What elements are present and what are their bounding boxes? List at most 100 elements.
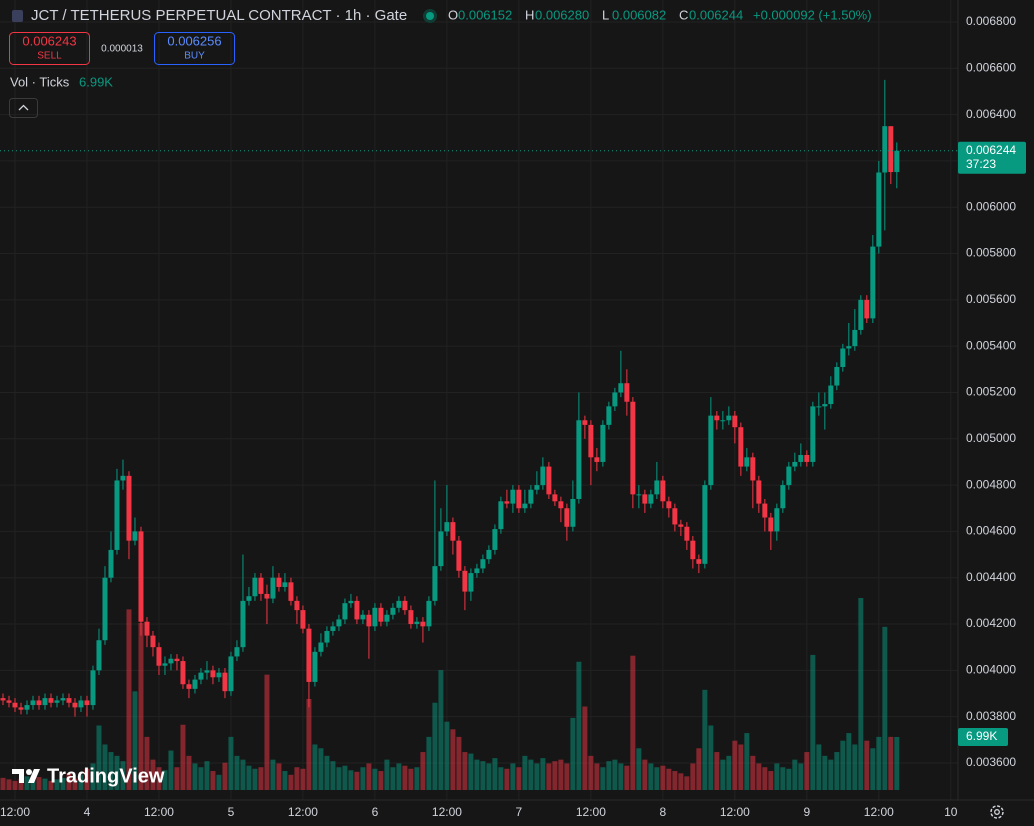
x-tick-label: 7 [516, 805, 523, 819]
volume-bar [828, 759, 834, 790]
volume-bar [90, 763, 96, 790]
candle-body [582, 420, 588, 425]
candle-body [882, 126, 888, 173]
candle-body [762, 503, 768, 518]
candle-body [696, 559, 702, 564]
volume-bar [720, 759, 726, 790]
y-tick-label: 0.005800 [966, 246, 1016, 260]
volume-bar [18, 778, 24, 790]
volume-bar [408, 768, 414, 790]
volume-bar [234, 755, 240, 790]
candle-body [564, 508, 570, 527]
ohlc-key: C [679, 7, 688, 22]
buy-button[interactable] [154, 32, 235, 65]
candle-body [426, 600, 432, 627]
volume-bar [732, 740, 738, 790]
candle-body [6, 700, 12, 703]
candle-body [606, 406, 612, 425]
volume-bar [432, 702, 438, 790]
volume-bar [414, 767, 420, 790]
volume-bar [264, 674, 270, 790]
volume-bar [438, 670, 444, 790]
volume-bar [498, 767, 504, 790]
candle-body [12, 702, 18, 708]
sell-button[interactable] [9, 32, 90, 65]
volume-bar [216, 774, 222, 790]
volume-bar [444, 721, 450, 790]
volume-bar [630, 655, 636, 790]
volume-bar [696, 748, 702, 790]
volume-bar [132, 691, 138, 790]
indicator-value: 6.99K [79, 74, 113, 89]
volume-bar [582, 706, 588, 790]
candle-body [546, 466, 552, 495]
candle-body [108, 549, 114, 578]
settings-button[interactable] [990, 805, 1004, 819]
change: +0.000092 (+1.50%) [753, 7, 872, 22]
volume-bar [24, 776, 30, 790]
volume-bar [372, 768, 378, 790]
volume-bar [180, 724, 186, 790]
time-axis: 12:00 4 12:00 5 12:00 6 12:00 7 12:00 8 12:00 9 12:0… [0, 805, 958, 819]
candle-body [744, 457, 750, 467]
y-tick-label: 0.004200 [966, 616, 1016, 630]
watermark-logo [12, 769, 40, 783]
candle-body [270, 577, 276, 599]
candle-body [600, 424, 606, 462]
candle-body [450, 522, 456, 541]
candle-body [72, 702, 78, 708]
x-tick-label: 6 [372, 805, 379, 819]
volume-bar [30, 780, 36, 790]
volume-bar [666, 768, 672, 790]
candle-body [852, 329, 858, 347]
volume-bar [306, 698, 312, 790]
watermark: TradingView [47, 765, 165, 787]
candle-body [276, 577, 282, 587]
volume-bar [606, 761, 612, 790]
volume-bar [384, 759, 390, 790]
candle-body [528, 489, 534, 504]
volume-bar [876, 736, 882, 790]
candle-body [228, 656, 234, 692]
volume-bar [798, 763, 804, 790]
ohlc-key: H [525, 7, 534, 22]
candle-body [480, 559, 486, 569]
candle-body [144, 621, 150, 636]
buy-price: 0.006256 [167, 33, 221, 48]
x-tick-label: 12:00 [0, 805, 30, 819]
collapse-button[interactable] [9, 98, 38, 118]
volume-bar [420, 752, 426, 790]
volume-bar [102, 744, 108, 790]
candle-body [408, 610, 414, 625]
volume-bar [642, 759, 648, 790]
volume-bar [474, 759, 480, 790]
candle-body [612, 392, 618, 407]
candle-body [42, 698, 48, 706]
candle-body [834, 367, 840, 386]
volume-bar [186, 755, 192, 790]
collapse-icon [18, 104, 29, 111]
volume-bar [222, 762, 228, 790]
candle-body [846, 346, 852, 349]
candle-body [486, 549, 492, 560]
candle-body [522, 503, 528, 509]
candle-body [798, 454, 804, 462]
volume-bar [516, 767, 522, 790]
candle-body [456, 540, 462, 571]
x-tick-label: 12:00 [576, 805, 606, 819]
candle-body [54, 700, 60, 703]
volume-bar [36, 777, 42, 790]
volume-bar [594, 763, 600, 790]
volume-layer [0, 598, 900, 790]
volume-tag-label: 6.99K [966, 729, 997, 743]
candle-body [168, 658, 174, 664]
candle-body [648, 494, 654, 504]
candle-body [24, 705, 30, 710]
candle-body [624, 383, 630, 402]
candle-body [684, 526, 690, 541]
candle-body [702, 485, 708, 564]
candle-body [150, 635, 156, 648]
candle-body [552, 494, 558, 502]
candle-body [498, 501, 504, 530]
volume-bar [108, 752, 114, 790]
